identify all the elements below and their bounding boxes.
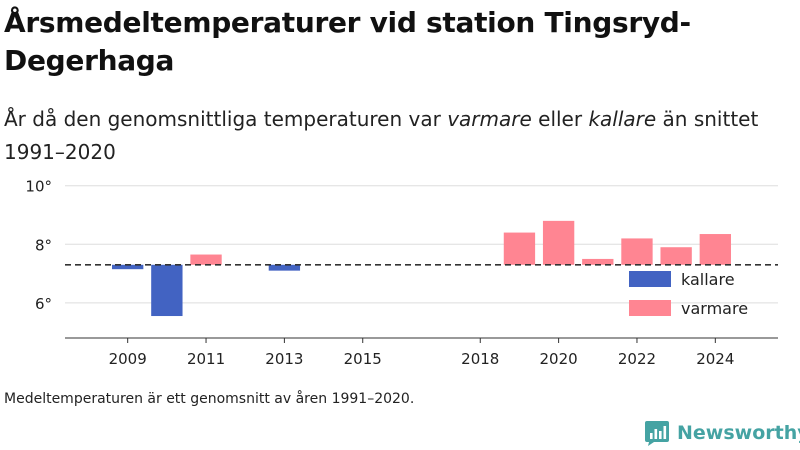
x-tick-label: 2009 (109, 350, 147, 368)
bar-2024 (699, 234, 731, 265)
legend-label-kallare: kallare (681, 270, 735, 289)
x-tick-label: 2018 (461, 350, 499, 368)
bar-2020 (542, 220, 575, 265)
x-tick-label: 2022 (618, 350, 656, 368)
legend-swatch-kallare (629, 271, 671, 287)
newsworthy-logo-icon (645, 420, 669, 446)
bar-2019 (503, 232, 536, 265)
subtitle-text-2: eller (531, 107, 589, 131)
bar-2009 (112, 264, 144, 270)
subtitle-emphasis-kallare: kallare (588, 107, 657, 131)
x-tick-label: 2024 (696, 350, 734, 368)
footnote: Medeltemperaturen är ett genomsnitt av å… (4, 391, 415, 407)
legend-label-varmare: varmare (681, 299, 748, 318)
x-tick-label: 2011 (187, 350, 225, 368)
bar-2023 (660, 247, 692, 265)
y-tick-label: 8° (35, 236, 52, 254)
subtitle-text-1: År då den genomsnittliga temperaturen va… (4, 107, 448, 131)
newsworthy-brand: Newsworthy (644, 419, 800, 447)
bar-2021 (582, 258, 614, 265)
subtitle-text-3: än snittet 1991–2020 (4, 107, 759, 164)
y-tick-label: 6° (35, 295, 52, 313)
chart-subtitle: År då den genomsnittliga temperaturen va… (4, 103, 784, 169)
y-tick-label: 10° (25, 178, 52, 196)
x-tick-label: 2013 (265, 350, 303, 368)
bar-2011 (190, 254, 222, 265)
chart-title: Årsmedeltemperaturer vid station Tingsry… (4, 6, 691, 77)
temperature-bar-chart: 6° 8° 10° 2009 2011 2013 2015 2018 2020 2022 2024 k… (25, 178, 778, 368)
bar-2010 (151, 264, 183, 317)
bar-2022 (621, 238, 653, 265)
bar-2013 (268, 264, 301, 271)
x-tick-label: 2020 (540, 350, 578, 368)
subtitle-emphasis-varmare: varmare (447, 107, 532, 131)
x-tick-label: 2015 (344, 350, 382, 368)
legend-swatch-varmare (629, 300, 671, 316)
brand-name: Newsworthy (677, 422, 800, 444)
